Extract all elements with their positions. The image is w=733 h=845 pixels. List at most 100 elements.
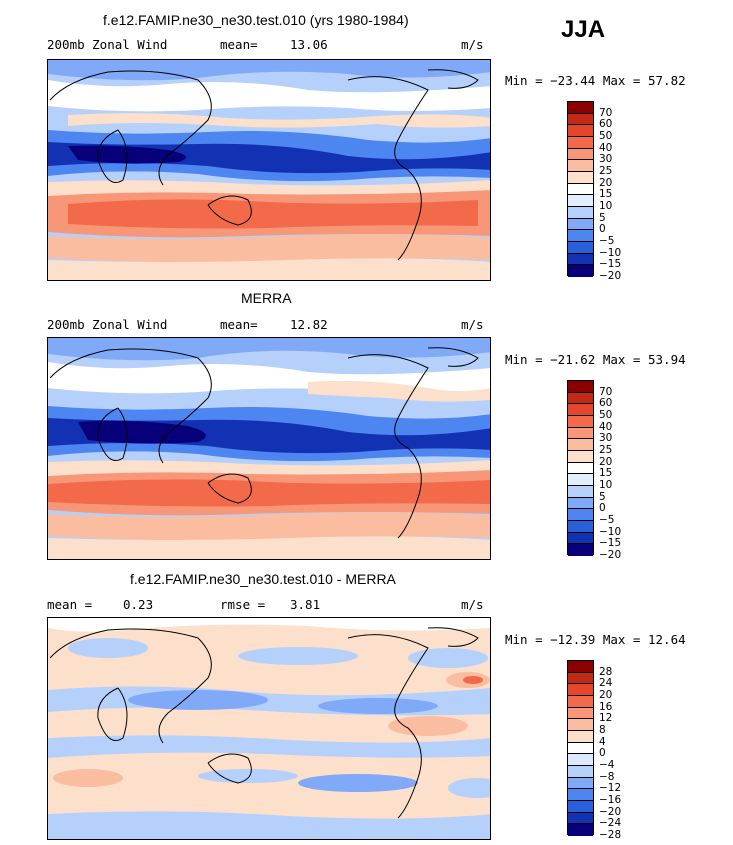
colorbar-segment bbox=[568, 125, 593, 137]
colorbar-segment bbox=[568, 206, 593, 219]
colorbar-label: −15 bbox=[599, 537, 622, 550]
colorbar-label: 30 bbox=[599, 153, 613, 166]
colorbar-segment bbox=[568, 520, 593, 533]
colorbar-segment bbox=[568, 532, 593, 545]
colorbar-segment bbox=[568, 695, 593, 708]
colorbar-label: −20 bbox=[599, 805, 622, 818]
colorbar-segment bbox=[568, 265, 593, 277]
panel3-colorbar bbox=[567, 660, 594, 836]
colorbar-segment bbox=[568, 754, 593, 766]
colorbar-label: 25 bbox=[599, 444, 613, 456]
colorbar-segment bbox=[568, 450, 593, 463]
colorbar-segment bbox=[568, 195, 593, 207]
colorbar-label: 28 bbox=[599, 665, 613, 678]
colorbar-segment bbox=[568, 427, 593, 440]
colorbar-label: 20 bbox=[599, 689, 613, 701]
panel1-title: f.e12.FAMIP.ne30_ne30.test.010 (yrs 1980… bbox=[103, 12, 409, 28]
colorbar-label: −20 bbox=[599, 549, 622, 561]
colorbar-segment bbox=[568, 474, 593, 486]
colorbar-label: 25 bbox=[599, 165, 613, 177]
colorbar-label: −5 bbox=[599, 514, 615, 526]
colorbar-label: 8 bbox=[599, 724, 606, 736]
panel3-title: f.e12.FAMIP.ne30_ne30.test.010 - MERRA bbox=[130, 571, 396, 587]
colorbar-label: 20 bbox=[599, 176, 613, 189]
panel3-map bbox=[47, 617, 491, 840]
colorbar-label: 40 bbox=[599, 141, 613, 154]
panel2-coastlines bbox=[49, 347, 479, 539]
panel1-mean-value: 13.06 bbox=[290, 37, 328, 52]
colorbar-label: −10 bbox=[599, 525, 622, 538]
colorbar-segment bbox=[568, 485, 593, 498]
colorbar-label: −8 bbox=[599, 770, 615, 783]
colorbar-segment bbox=[568, 544, 593, 556]
colorbar-label: 40 bbox=[599, 420, 613, 433]
colorbar-segment bbox=[568, 742, 593, 755]
colorbar-label: 70 bbox=[599, 106, 613, 119]
colorbar-segment bbox=[568, 661, 593, 673]
colorbar-label: 10 bbox=[599, 479, 613, 491]
colorbar-label: 4 bbox=[599, 735, 606, 748]
colorbar-label: −4 bbox=[599, 759, 615, 771]
colorbar-label: −5 bbox=[599, 235, 615, 247]
colorbar-segment bbox=[568, 719, 593, 731]
colorbar-segment bbox=[568, 230, 593, 242]
colorbar-label: 16 bbox=[599, 700, 613, 713]
colorbar-segment bbox=[568, 730, 593, 743]
panel2-minmax: Min = −21.62 Max = 53.94 bbox=[505, 352, 686, 367]
panel1-mean-label: mean= bbox=[220, 37, 258, 52]
colorbar-segment bbox=[568, 381, 593, 393]
panel2-title: MERRA bbox=[241, 290, 292, 306]
colorbar-label: 0 bbox=[599, 747, 606, 760]
panel3-mean-label: mean = bbox=[47, 597, 93, 612]
colorbar-label: 5 bbox=[599, 211, 606, 224]
colorbar-label: 20 bbox=[599, 455, 613, 468]
colorbar-label: 15 bbox=[599, 188, 613, 201]
panel2-contour-field bbox=[48, 338, 490, 559]
season-label: JJA bbox=[561, 16, 606, 43]
colorbar-label: 0 bbox=[599, 502, 606, 515]
colorbar-segment bbox=[568, 462, 593, 475]
panel2-mean-label: mean= bbox=[220, 317, 258, 332]
colorbar-label: 10 bbox=[599, 200, 613, 212]
colorbar-segment bbox=[568, 113, 593, 126]
panel3-coastlines bbox=[49, 627, 479, 819]
panel1-variable-label: 200mb Zonal Wind bbox=[47, 37, 168, 52]
colorbar-label: 60 bbox=[599, 397, 613, 410]
panel2-map bbox=[47, 337, 491, 560]
panel1-colorbar bbox=[567, 101, 594, 277]
panel2-colorbar bbox=[567, 380, 594, 556]
colorbar-segment bbox=[568, 148, 593, 161]
colorbar-label: −28 bbox=[599, 829, 622, 841]
colorbar-label: 30 bbox=[599, 432, 613, 445]
panel2-units: m/s bbox=[461, 317, 484, 332]
colorbar-label: 5 bbox=[599, 490, 606, 503]
panel1-units: m/s bbox=[461, 37, 484, 52]
colorbar-segment bbox=[568, 241, 593, 254]
colorbar-segment bbox=[568, 789, 593, 801]
colorbar-segment bbox=[568, 218, 593, 231]
colorbar-segment bbox=[568, 824, 593, 836]
colorbar-segment bbox=[568, 183, 593, 196]
panel2-mean-value: 12.82 bbox=[290, 317, 328, 332]
colorbar-segment bbox=[568, 171, 593, 184]
colorbar-segment bbox=[568, 765, 593, 778]
panel3-rmse-label: rmse = bbox=[220, 597, 266, 612]
colorbar-label: 24 bbox=[599, 677, 613, 690]
panel3-units: m/s bbox=[461, 597, 484, 612]
panel1-coastlines bbox=[49, 69, 479, 261]
colorbar-segment bbox=[568, 684, 593, 696]
colorbar-label: −16 bbox=[599, 794, 622, 806]
colorbar-segment bbox=[568, 160, 593, 172]
panel1-contour-field bbox=[48, 60, 490, 280]
colorbar-segment bbox=[568, 672, 593, 685]
colorbar-label: 0 bbox=[599, 223, 606, 236]
colorbar-segment bbox=[568, 800, 593, 813]
panel3-rmse-value: 3.81 bbox=[290, 597, 321, 612]
colorbar-label: 60 bbox=[599, 118, 613, 131]
colorbar-label: −12 bbox=[599, 782, 622, 795]
colorbar-label: −24 bbox=[599, 817, 622, 830]
colorbar-segment bbox=[568, 102, 593, 114]
colorbar-segment bbox=[568, 439, 593, 451]
panel3-mean-value: 0.23 bbox=[123, 597, 154, 612]
panel1-minmax: Min = −23.44 Max = 57.82 bbox=[505, 73, 686, 88]
